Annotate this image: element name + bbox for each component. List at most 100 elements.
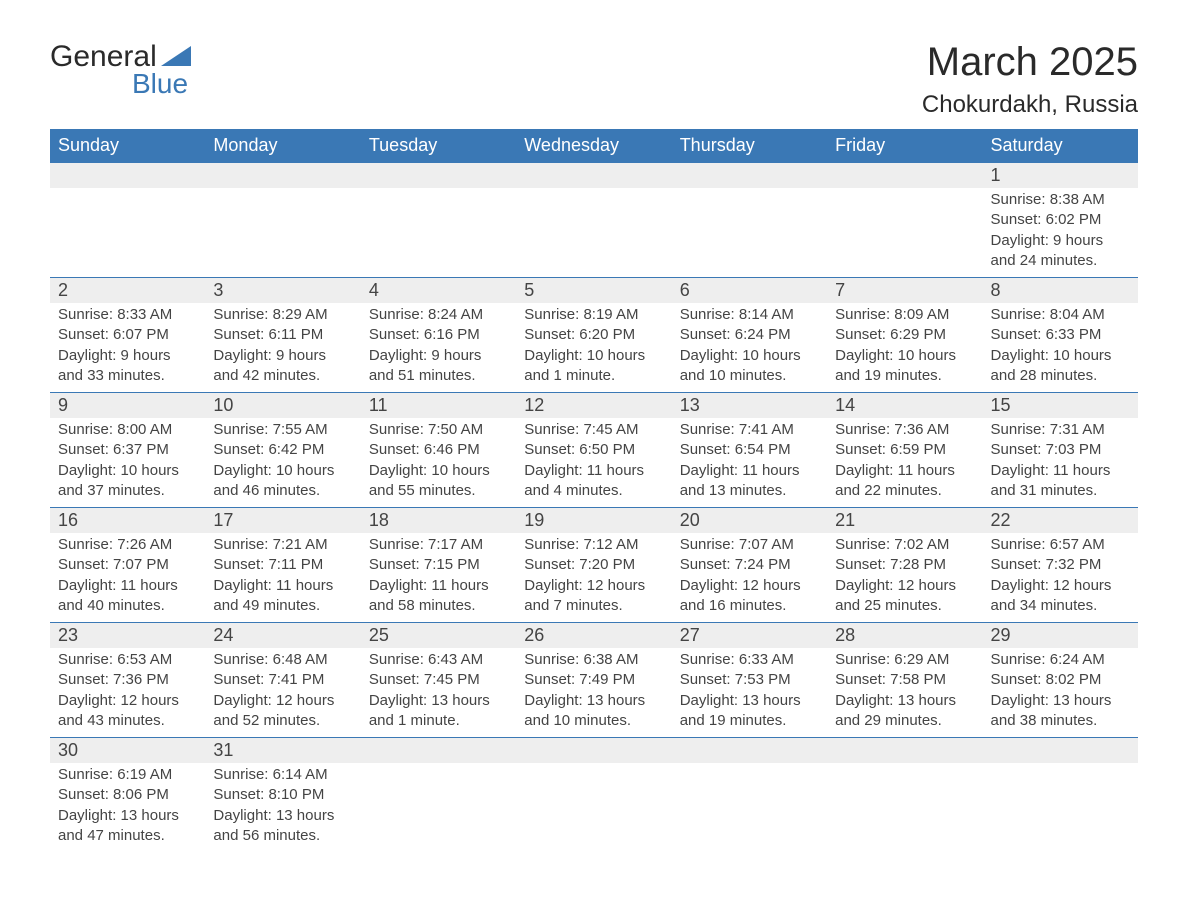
sunset-text: Sunset: 6:54 PM (680, 440, 819, 460)
day-detail-row: Sunrise: 8:38 AMSunset: 6:02 PMDaylight:… (50, 188, 1138, 278)
day-number-cell: 6 (672, 278, 827, 304)
calendar-table: SundayMondayTuesdayWednesdayThursdayFrid… (50, 129, 1138, 852)
day-number-cell: 5 (516, 278, 671, 304)
daylight-text: Daylight: 11 hours and 22 minutes. (835, 461, 974, 502)
day-detail-cell: Sunrise: 7:21 AMSunset: 7:11 PMDaylight:… (205, 533, 360, 623)
sunset-text: Sunset: 7:49 PM (524, 670, 663, 690)
sunrise-text: Sunrise: 8:09 AM (835, 305, 974, 325)
day-detail-cell: Sunrise: 6:57 AMSunset: 7:32 PMDaylight:… (983, 533, 1138, 623)
day-number-cell: 8 (983, 278, 1138, 304)
daylight-text: Daylight: 10 hours and 37 minutes. (58, 461, 197, 502)
daylight-text: Daylight: 9 hours and 51 minutes. (369, 346, 508, 387)
sunset-text: Sunset: 6:16 PM (369, 325, 508, 345)
day-number-cell (827, 738, 982, 764)
day-number-cell (672, 738, 827, 764)
sunrise-text: Sunrise: 8:00 AM (58, 420, 197, 440)
weekday-header: Saturday (983, 129, 1138, 163)
day-detail-cell (361, 763, 516, 852)
day-detail-cell (50, 188, 205, 278)
day-detail-cell: Sunrise: 8:14 AMSunset: 6:24 PMDaylight:… (672, 303, 827, 393)
sunset-text: Sunset: 6:46 PM (369, 440, 508, 460)
sunset-text: Sunset: 6:24 PM (680, 325, 819, 345)
day-detail-cell: Sunrise: 8:19 AMSunset: 6:20 PMDaylight:… (516, 303, 671, 393)
sunset-text: Sunset: 6:50 PM (524, 440, 663, 460)
day-number-cell: 27 (672, 623, 827, 649)
day-number-cell: 18 (361, 508, 516, 534)
page-title: March 2025 (922, 40, 1138, 85)
header: General Blue March 2025 Chokurdakh, Russ… (50, 40, 1138, 119)
day-detail-cell (827, 188, 982, 278)
daylight-text: Daylight: 12 hours and 7 minutes. (524, 576, 663, 617)
daylight-text: Daylight: 12 hours and 34 minutes. (991, 576, 1130, 617)
sunset-text: Sunset: 7:28 PM (835, 555, 974, 575)
day-number-cell (983, 738, 1138, 764)
day-number-cell: 14 (827, 393, 982, 419)
sunrise-text: Sunrise: 7:21 AM (213, 535, 352, 555)
daylight-text: Daylight: 9 hours and 24 minutes. (991, 231, 1130, 272)
daylight-text: Daylight: 13 hours and 38 minutes. (991, 691, 1130, 732)
day-number-cell: 7 (827, 278, 982, 304)
sunrise-text: Sunrise: 8:33 AM (58, 305, 197, 325)
day-number-cell (516, 163, 671, 189)
day-detail-cell: Sunrise: 7:02 AMSunset: 7:28 PMDaylight:… (827, 533, 982, 623)
logo-text-blue: Blue (132, 68, 188, 100)
sunset-text: Sunset: 6:33 PM (991, 325, 1130, 345)
sunrise-text: Sunrise: 6:38 AM (524, 650, 663, 670)
sunset-text: Sunset: 6:42 PM (213, 440, 352, 460)
day-number-cell: 24 (205, 623, 360, 649)
day-number-cell (50, 163, 205, 189)
sunset-text: Sunset: 7:32 PM (991, 555, 1130, 575)
day-number-cell: 26 (516, 623, 671, 649)
sunrise-text: Sunrise: 7:31 AM (991, 420, 1130, 440)
sunrise-text: Sunrise: 7:02 AM (835, 535, 974, 555)
sunset-text: Sunset: 6:02 PM (991, 210, 1130, 230)
daylight-text: Daylight: 12 hours and 52 minutes. (213, 691, 352, 732)
daylight-text: Daylight: 13 hours and 47 minutes. (58, 806, 197, 847)
daylight-text: Daylight: 13 hours and 19 minutes. (680, 691, 819, 732)
day-number-cell: 30 (50, 738, 205, 764)
sunset-text: Sunset: 7:58 PM (835, 670, 974, 690)
sunrise-text: Sunrise: 7:55 AM (213, 420, 352, 440)
day-detail-cell: Sunrise: 7:07 AMSunset: 7:24 PMDaylight:… (672, 533, 827, 623)
day-detail-cell (672, 188, 827, 278)
sunset-text: Sunset: 6:29 PM (835, 325, 974, 345)
day-detail-cell (516, 763, 671, 852)
sunrise-text: Sunrise: 8:24 AM (369, 305, 508, 325)
day-detail-cell: Sunrise: 7:26 AMSunset: 7:07 PMDaylight:… (50, 533, 205, 623)
sunrise-text: Sunrise: 6:19 AM (58, 765, 197, 785)
day-detail-cell (672, 763, 827, 852)
day-number-cell: 10 (205, 393, 360, 419)
sunset-text: Sunset: 6:59 PM (835, 440, 974, 460)
weekday-header: Monday (205, 129, 360, 163)
sunrise-text: Sunrise: 6:24 AM (991, 650, 1130, 670)
day-detail-cell: Sunrise: 7:31 AMSunset: 7:03 PMDaylight:… (983, 418, 1138, 508)
day-detail-cell: Sunrise: 6:24 AMSunset: 8:02 PMDaylight:… (983, 648, 1138, 738)
day-number-cell: 29 (983, 623, 1138, 649)
day-detail-cell: Sunrise: 6:33 AMSunset: 7:53 PMDaylight:… (672, 648, 827, 738)
daylight-text: Daylight: 10 hours and 55 minutes. (369, 461, 508, 502)
day-number-cell: 12 (516, 393, 671, 419)
daylight-text: Daylight: 11 hours and 58 minutes. (369, 576, 508, 617)
daylight-text: Daylight: 10 hours and 1 minute. (524, 346, 663, 387)
sunset-text: Sunset: 7:03 PM (991, 440, 1130, 460)
day-detail-cell: Sunrise: 8:04 AMSunset: 6:33 PMDaylight:… (983, 303, 1138, 393)
sunrise-text: Sunrise: 7:41 AM (680, 420, 819, 440)
day-number-row: 1 (50, 163, 1138, 189)
daylight-text: Daylight: 9 hours and 42 minutes. (213, 346, 352, 387)
title-block: March 2025 Chokurdakh, Russia (922, 40, 1138, 119)
day-detail-cell: Sunrise: 6:43 AMSunset: 7:45 PMDaylight:… (361, 648, 516, 738)
day-detail-cell: Sunrise: 8:29 AMSunset: 6:11 PMDaylight:… (205, 303, 360, 393)
day-number-row: 9101112131415 (50, 393, 1138, 419)
day-number-cell: 21 (827, 508, 982, 534)
sunrise-text: Sunrise: 6:43 AM (369, 650, 508, 670)
day-detail-cell: Sunrise: 7:45 AMSunset: 6:50 PMDaylight:… (516, 418, 671, 508)
daylight-text: Daylight: 13 hours and 10 minutes. (524, 691, 663, 732)
day-number-row: 3031 (50, 738, 1138, 764)
day-number-cell (361, 738, 516, 764)
weekday-header: Wednesday (516, 129, 671, 163)
sunset-text: Sunset: 6:20 PM (524, 325, 663, 345)
day-number-cell: 9 (50, 393, 205, 419)
day-number-cell: 17 (205, 508, 360, 534)
day-detail-cell (983, 763, 1138, 852)
day-number-cell: 3 (205, 278, 360, 304)
